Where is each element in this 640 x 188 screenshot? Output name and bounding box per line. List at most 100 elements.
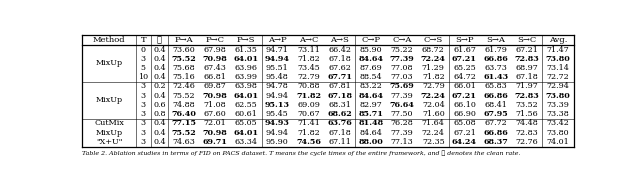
Text: 65.08: 65.08: [453, 119, 476, 127]
Text: P→A: P→A: [175, 36, 193, 44]
Text: 87.69: 87.69: [360, 64, 382, 72]
Text: 73.39: 73.39: [547, 101, 570, 109]
Text: 73.45: 73.45: [297, 64, 320, 72]
Bar: [83, 137, 136, 146]
Text: S→A: S→A: [486, 36, 505, 44]
Text: 73.14: 73.14: [547, 64, 570, 72]
Text: 72.83: 72.83: [515, 92, 540, 100]
Text: 0.4: 0.4: [153, 138, 166, 146]
Text: P→S: P→S: [237, 36, 255, 44]
Bar: [83, 45, 136, 82]
Text: 71.29: 71.29: [422, 64, 445, 72]
Text: 77.50: 77.50: [391, 110, 413, 118]
Text: 0.4: 0.4: [153, 55, 166, 63]
Text: 66.01: 66.01: [453, 83, 476, 90]
Text: 72.24: 72.24: [422, 129, 445, 137]
Text: 67.11: 67.11: [328, 138, 351, 146]
Text: 65.83: 65.83: [484, 83, 507, 90]
Text: Method: Method: [93, 36, 125, 44]
Text: 73.52: 73.52: [515, 101, 538, 109]
Text: 0.8: 0.8: [153, 110, 166, 118]
Text: MixUp: MixUp: [95, 129, 123, 137]
Text: 0: 0: [141, 45, 146, 54]
Text: MixUp: MixUp: [95, 59, 123, 67]
Text: 95.13: 95.13: [265, 101, 290, 109]
Text: 70.88: 70.88: [297, 83, 320, 90]
Text: 67.95: 67.95: [483, 110, 508, 118]
Text: 61.79: 61.79: [484, 45, 507, 54]
Text: 68.31: 68.31: [328, 101, 351, 109]
Text: 72.79: 72.79: [422, 83, 445, 90]
Text: 64.01: 64.01: [234, 92, 259, 100]
Text: 75.16: 75.16: [172, 73, 195, 81]
Text: 68.97: 68.97: [515, 64, 538, 72]
Text: 82.97: 82.97: [360, 101, 382, 109]
Text: 72.76: 72.76: [515, 138, 538, 146]
Text: 73.80: 73.80: [547, 129, 570, 137]
Text: 84.64: 84.64: [358, 92, 383, 100]
Text: 68.62: 68.62: [327, 110, 352, 118]
Text: 72.24: 72.24: [421, 55, 445, 63]
Text: 77.13: 77.13: [390, 138, 413, 146]
Text: C→S: C→S: [424, 36, 443, 44]
Text: 95.48: 95.48: [266, 73, 289, 81]
Text: 5: 5: [141, 64, 146, 72]
Text: 66.86: 66.86: [483, 55, 508, 63]
Text: 66.10: 66.10: [453, 101, 476, 109]
Text: 67.18: 67.18: [515, 73, 538, 81]
Text: 72.79: 72.79: [297, 73, 320, 81]
Text: 72.24: 72.24: [421, 92, 445, 100]
Text: 0.2: 0.2: [153, 83, 166, 90]
Text: 74.48: 74.48: [515, 119, 538, 127]
Text: 77.39: 77.39: [390, 92, 413, 100]
Text: 0.4: 0.4: [153, 73, 166, 81]
Text: 94.94: 94.94: [265, 55, 290, 63]
Text: 72.72: 72.72: [547, 73, 570, 81]
Text: 84.64: 84.64: [358, 55, 383, 63]
Text: 63.96: 63.96: [235, 64, 258, 72]
Text: 71.56: 71.56: [515, 110, 538, 118]
Text: 3: 3: [141, 129, 146, 137]
Text: 65.25: 65.25: [453, 64, 476, 72]
Text: 72.04: 72.04: [422, 101, 445, 109]
Text: 67.21: 67.21: [453, 129, 476, 137]
Text: 77.08: 77.08: [391, 64, 413, 72]
Bar: [83, 128, 136, 137]
Text: 94.93: 94.93: [265, 119, 290, 127]
Text: 64.24: 64.24: [452, 138, 477, 146]
Text: 95.90: 95.90: [266, 138, 289, 146]
Text: 68.72: 68.72: [422, 45, 445, 54]
Text: 71.08: 71.08: [204, 101, 226, 109]
Text: Table 2. Ablation studies in terms of FID on PACS dataset. T means the cycle tim: Table 2. Ablation studies in terms of FI…: [83, 150, 521, 156]
Text: 67.62: 67.62: [328, 64, 351, 72]
Text: 71.60: 71.60: [422, 110, 445, 118]
Text: 84.64: 84.64: [360, 129, 382, 137]
Text: 73.38: 73.38: [547, 110, 570, 118]
Text: 66.86: 66.86: [483, 92, 508, 100]
Text: 74.56: 74.56: [296, 138, 321, 146]
Text: 63.99: 63.99: [235, 73, 258, 81]
Text: 72.83: 72.83: [515, 55, 540, 63]
Text: 76.40: 76.40: [172, 110, 196, 118]
Text: 70.98: 70.98: [202, 129, 227, 137]
Text: 77.39: 77.39: [390, 55, 415, 63]
Text: 3: 3: [141, 119, 146, 127]
Text: 66.81: 66.81: [204, 73, 227, 81]
Text: A→P: A→P: [268, 36, 287, 44]
Text: 67.21: 67.21: [515, 45, 538, 54]
Text: 74.88: 74.88: [172, 101, 195, 109]
Text: 68.41: 68.41: [484, 101, 507, 109]
Text: 85.90: 85.90: [360, 45, 382, 54]
Text: 75.68: 75.68: [172, 64, 195, 72]
Text: 77.03: 77.03: [391, 73, 413, 81]
Text: 66.90: 66.90: [453, 110, 476, 118]
Text: 71.97: 71.97: [515, 83, 538, 90]
Text: 63.73: 63.73: [484, 64, 507, 72]
Text: 0.4: 0.4: [153, 92, 166, 100]
Text: 67.71: 67.71: [327, 73, 352, 81]
Text: 3: 3: [141, 55, 146, 63]
Text: 0.4: 0.4: [153, 119, 166, 127]
Text: 72.35: 72.35: [422, 138, 445, 146]
Text: A→C: A→C: [299, 36, 318, 44]
Text: 69.71: 69.71: [202, 138, 227, 146]
